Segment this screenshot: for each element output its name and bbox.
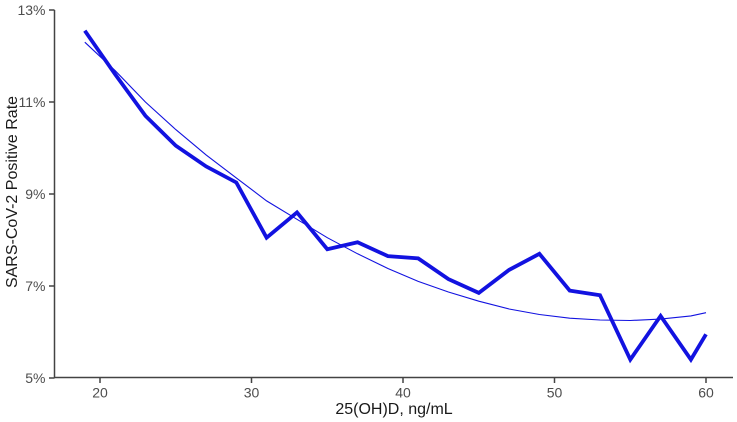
y-axis-title: SARS-CoV-2 Positive Rate [4,96,21,288]
x-tick-label: 40 [395,385,411,401]
series-layer [83,29,708,364]
y-tick-label: 5% [25,370,45,386]
y-tick-label: 11% [19,94,46,110]
x-tick-label: 30 [244,385,260,401]
y-tick-label: 7% [25,278,45,294]
ticks-layer: 5% 7% 9% 11% 13% 20 30 40 50 60 [17,2,714,401]
x-axis-title: 25(OH)D, ng/mL [335,401,452,418]
x-tick-label: 20 [92,385,108,401]
series-line-thick [83,29,708,364]
x-tick-label: 50 [547,385,563,401]
y-tick-label: 9% [25,186,45,202]
x-tick-label: 60 [698,385,714,401]
axes-layer [53,10,733,379]
y-tick-label: 13% [17,2,45,18]
series-line-thin [84,41,707,322]
